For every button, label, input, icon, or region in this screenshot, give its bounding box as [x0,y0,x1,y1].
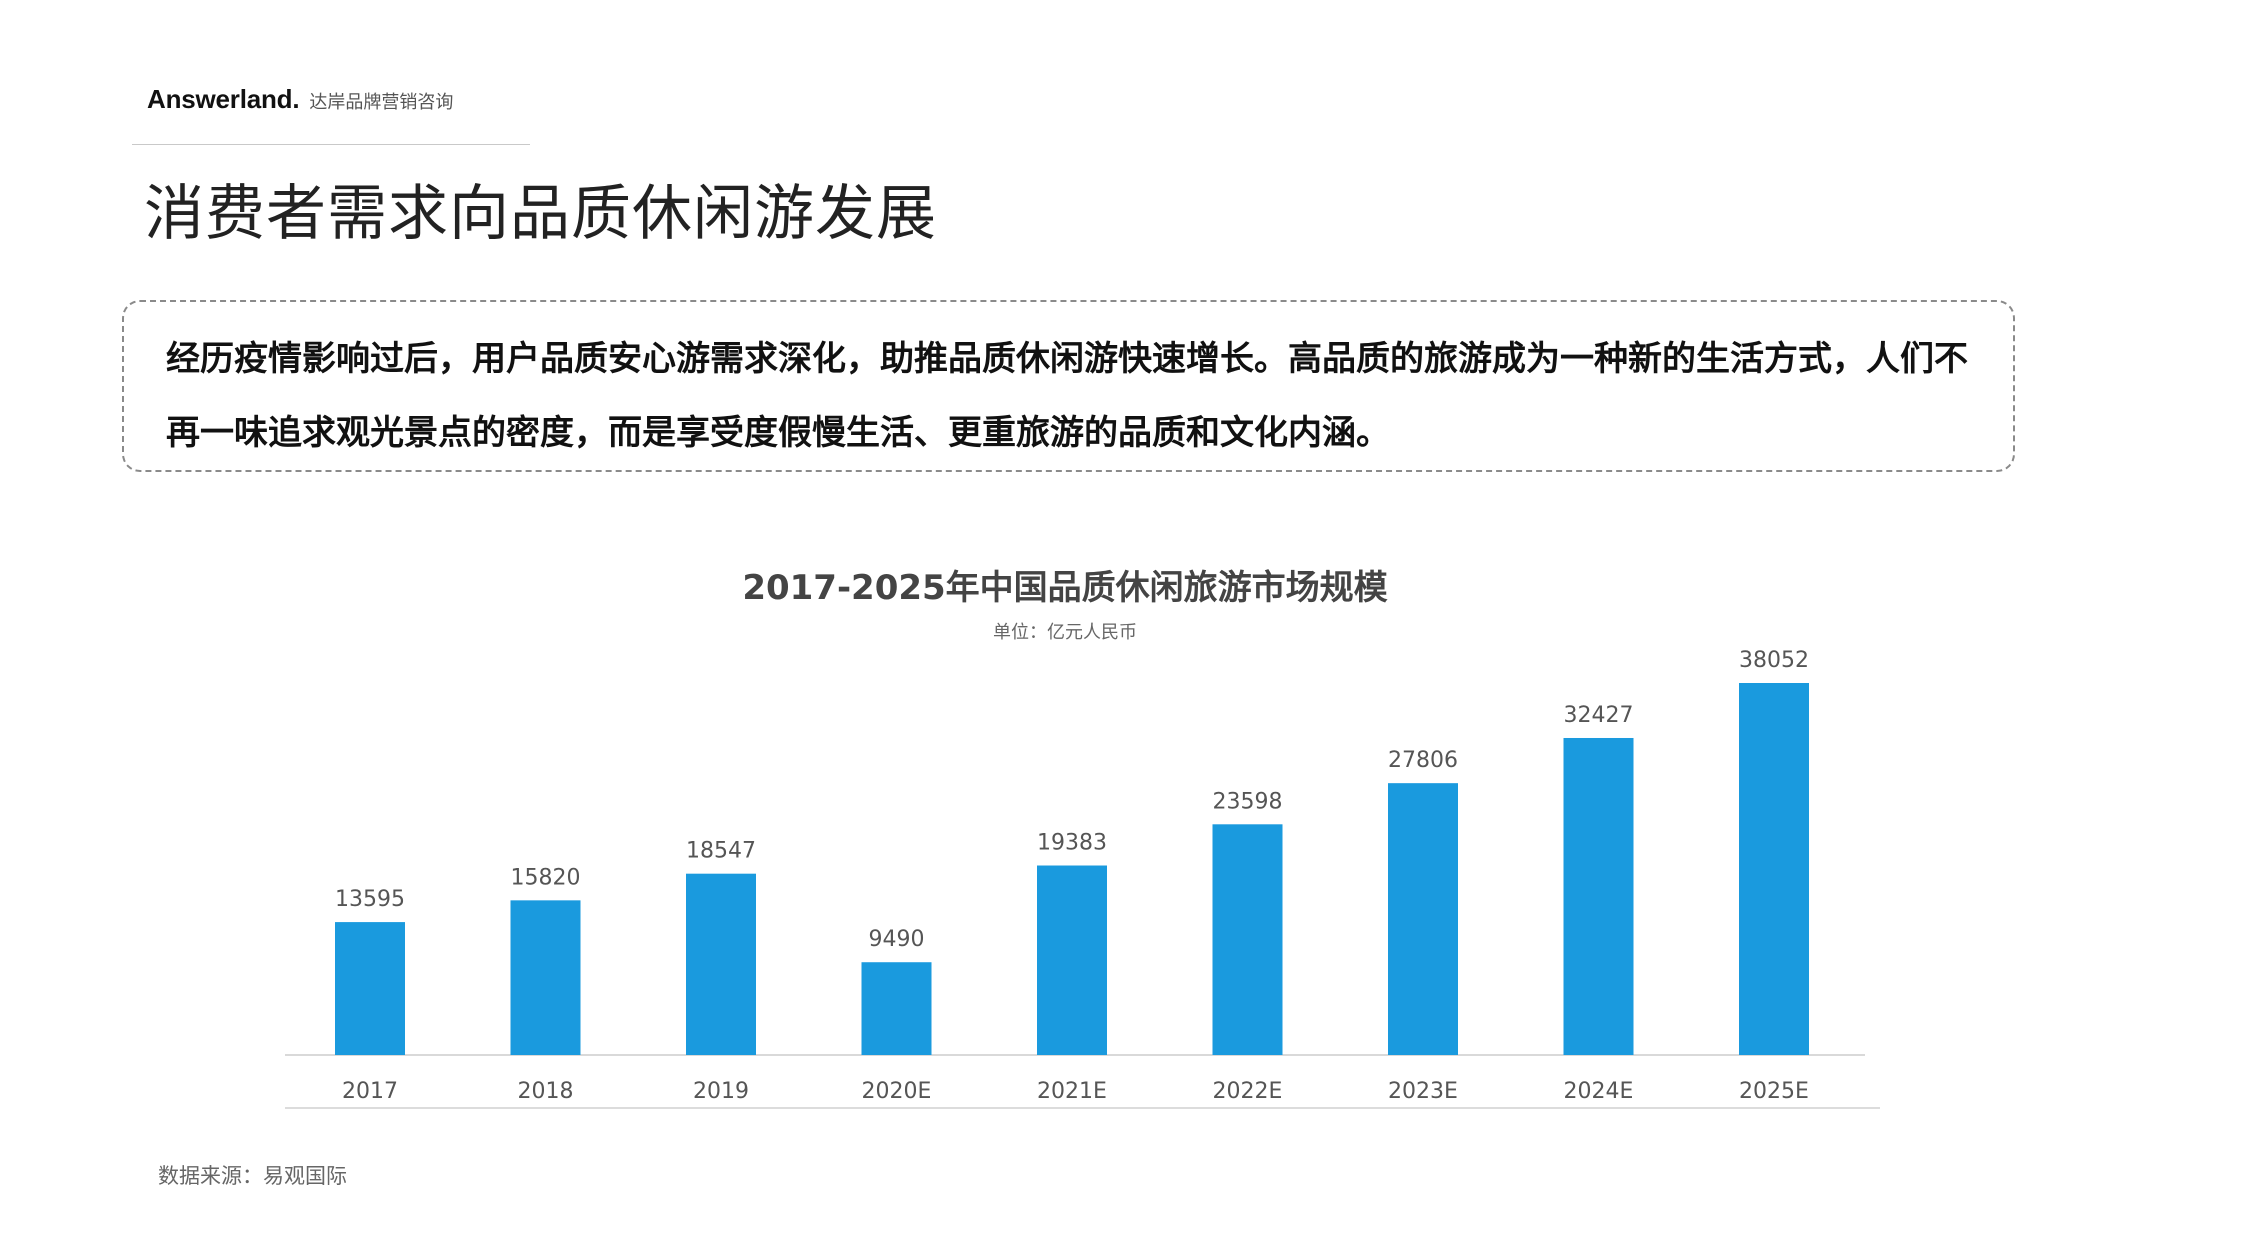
brand-name: Answerland. [147,84,300,114]
brand-logo: Answerland. 达岸品牌营销咨询 [147,84,453,115]
bar [1037,865,1107,1055]
page-title: 消费者需求向品质休闲游发展 [144,179,937,249]
bar [335,922,405,1055]
x-tick-label: 2021E [1037,1079,1107,1104]
chart-unit: 单位：亿元人民币 [993,622,1137,643]
x-tick-label: 2019 [693,1079,749,1104]
data-label: 38052 [1739,648,1809,673]
x-tick-label: 2025E [1739,1079,1809,1104]
x-tick-label: 2017 [342,1079,398,1104]
callout-box: 经历疫情影响过后，用户品质安心游需求深化，助推品质休闲游快速增长。高品质的旅游成… [122,300,2015,472]
x-tick-label: 2018 [518,1079,574,1104]
bar [1388,783,1458,1055]
x-tick-label: 2023E [1388,1079,1458,1104]
bar [1563,737,1634,1055]
data-label: 9490 [869,927,925,952]
data-label: 18547 [686,839,756,864]
x-tick-label: 2022E [1213,1079,1283,1104]
data-label: 19383 [1037,831,1107,856]
data-source: 数据来源：易观国际 [158,1164,347,1188]
data-label: 27806 [1388,748,1458,773]
data-label: 15820 [511,865,581,890]
x-tick-label: 2024E [1564,1079,1634,1104]
brand-tagline: 达岸品牌营销咨询 [309,92,454,113]
chart-title: 2017-2025年中国品质休闲旅游市场规模 [742,568,1388,608]
data-label: 23598 [1213,789,1283,814]
bar [1212,824,1283,1055]
bar [686,873,756,1055]
bar [1739,683,1809,1055]
data-label: 32427 [1564,703,1634,728]
bar [861,962,932,1055]
data-label: 13595 [335,887,405,912]
brand-divider [132,144,530,145]
x-tick-label: 2020E [862,1079,932,1104]
bar-chart: 13595 2017 15820 2018 18547 2019 9490 2020E 1938… [285,648,1880,1109]
callout-text: 经历疫情影响过后，用户品质安心游需求深化，助推品质休闲游快速增长。高品质的旅游成… [166,339,1968,453]
bar [510,900,581,1055]
